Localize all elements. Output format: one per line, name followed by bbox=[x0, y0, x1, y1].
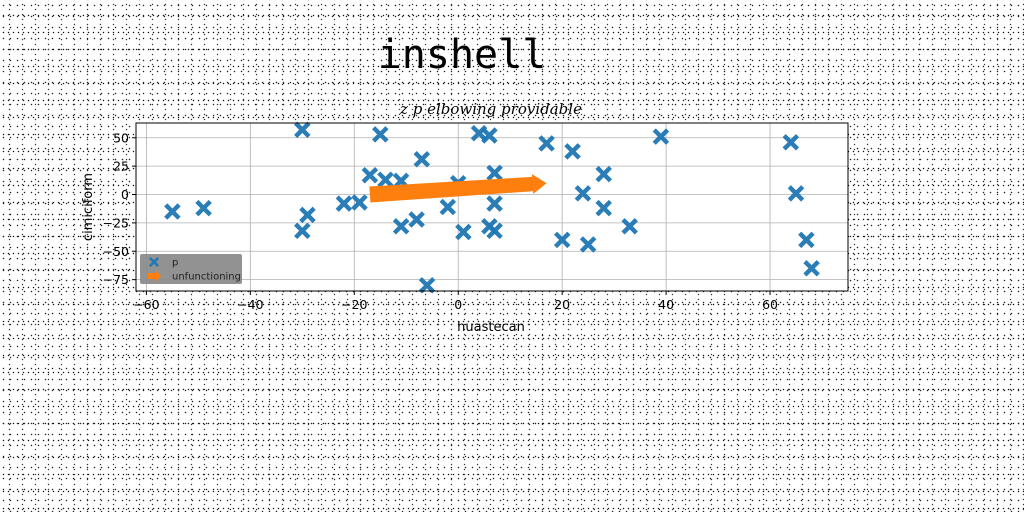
scatter-point bbox=[164, 203, 181, 220]
scatter-point bbox=[803, 259, 820, 277]
plot-area bbox=[135, 121, 849, 294]
scatter-point bbox=[195, 199, 212, 217]
tick-layer: −60 −40 −20 0 20 40 60 −75 −50 −25 0 25 50 bbox=[103, 130, 778, 312]
scatter-point bbox=[361, 166, 379, 184]
scatter-point bbox=[595, 199, 613, 217]
scatter-point bbox=[621, 217, 639, 235]
series-layer bbox=[164, 121, 820, 294]
legend-label: unfunctioning bbox=[172, 272, 241, 283]
scatter-point bbox=[371, 126, 389, 143]
y-tick-label: −75 bbox=[103, 272, 129, 287]
x-tick-label: 20 bbox=[554, 297, 570, 312]
scatter-point bbox=[574, 185, 592, 202]
y-axis-label: cimiciform bbox=[81, 173, 96, 241]
scatter-point bbox=[377, 171, 394, 189]
scatter-point bbox=[481, 127, 498, 144]
legend-label: p bbox=[172, 258, 178, 269]
legend-box bbox=[140, 254, 242, 284]
scatter-point bbox=[486, 222, 503, 240]
y-tick-label: −25 bbox=[103, 215, 129, 230]
y-tick-label: −50 bbox=[103, 244, 129, 259]
y-tick-label: 0 bbox=[121, 187, 129, 202]
x-tick-label: −60 bbox=[133, 297, 159, 312]
scatter-point bbox=[418, 276, 436, 294]
x-axis-label: huastecan bbox=[457, 320, 525, 335]
scatter-point bbox=[392, 217, 410, 235]
scatter-point bbox=[293, 121, 311, 139]
scatter-point bbox=[652, 128, 670, 145]
scatter-point bbox=[351, 194, 368, 211]
scatter-point bbox=[564, 143, 581, 160]
scatter-point bbox=[579, 236, 597, 253]
scatter-point bbox=[553, 231, 571, 249]
scatter-point bbox=[486, 164, 503, 182]
x-tick-label: −40 bbox=[237, 297, 263, 312]
x-tick-label: 40 bbox=[658, 297, 674, 312]
x-tick-label: −20 bbox=[341, 297, 367, 312]
scatter-point bbox=[798, 231, 815, 249]
y-tick-label: 50 bbox=[113, 130, 129, 145]
scatter-point bbox=[299, 206, 316, 224]
scatter-point bbox=[455, 223, 472, 241]
scatter-point bbox=[782, 133, 800, 151]
scatter-point bbox=[439, 198, 457, 216]
figure-suptitle: inshell bbox=[378, 32, 547, 78]
chart-title: z p elbowing providable bbox=[399, 100, 582, 118]
scatter-point bbox=[538, 135, 555, 152]
legend: p unfunctioning bbox=[140, 254, 242, 284]
legend-marker-unfunctioning bbox=[148, 271, 161, 281]
scatter-point bbox=[787, 185, 805, 202]
scatter-point bbox=[335, 195, 353, 212]
scatter-point bbox=[595, 165, 613, 183]
x-tick-label: 60 bbox=[762, 297, 778, 312]
legend-marker-p bbox=[149, 257, 159, 267]
scatter-point bbox=[408, 211, 425, 228]
x-tick-label: 0 bbox=[454, 297, 462, 312]
scatter-point bbox=[413, 150, 431, 168]
y-tick-label: 25 bbox=[113, 159, 129, 174]
arrow-series bbox=[369, 174, 547, 203]
scatter-point bbox=[486, 195, 503, 212]
scatter-point bbox=[293, 222, 311, 240]
plot-frame bbox=[135, 122, 849, 292]
